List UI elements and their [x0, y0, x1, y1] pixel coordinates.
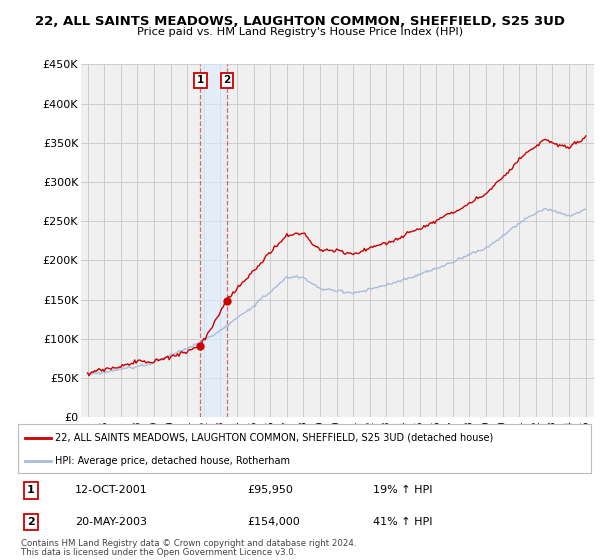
Bar	[200, 64, 227, 417]
Text: 41% ↑ HPI: 41% ↑ HPI	[373, 517, 433, 527]
Text: Price paid vs. HM Land Registry's House Price Index (HPI): Price paid vs. HM Land Registry's House …	[137, 27, 463, 37]
Text: 2: 2	[27, 517, 34, 527]
Text: 22, ALL SAINTS MEADOWS, LAUGHTON COMMON, SHEFFIELD, S25 3UD: 22, ALL SAINTS MEADOWS, LAUGHTON COMMON,…	[35, 15, 565, 28]
Text: £95,950: £95,950	[247, 486, 293, 496]
Text: This data is licensed under the Open Government Licence v3.0.: This data is licensed under the Open Gov…	[21, 548, 296, 557]
Text: £154,000: £154,000	[247, 517, 300, 527]
Text: 1: 1	[197, 75, 204, 85]
Text: 12-OCT-2001: 12-OCT-2001	[76, 486, 148, 496]
Text: Contains HM Land Registry data © Crown copyright and database right 2024.: Contains HM Land Registry data © Crown c…	[21, 539, 356, 548]
Text: 22, ALL SAINTS MEADOWS, LAUGHTON COMMON, SHEFFIELD, S25 3UD (detached house): 22, ALL SAINTS MEADOWS, LAUGHTON COMMON,…	[55, 433, 493, 443]
Text: HPI: Average price, detached house, Rotherham: HPI: Average price, detached house, Roth…	[55, 456, 290, 466]
Text: 20-MAY-2003: 20-MAY-2003	[76, 517, 148, 527]
Text: 2: 2	[223, 75, 230, 85]
Text: 1: 1	[27, 486, 34, 496]
Text: 19% ↑ HPI: 19% ↑ HPI	[373, 486, 433, 496]
